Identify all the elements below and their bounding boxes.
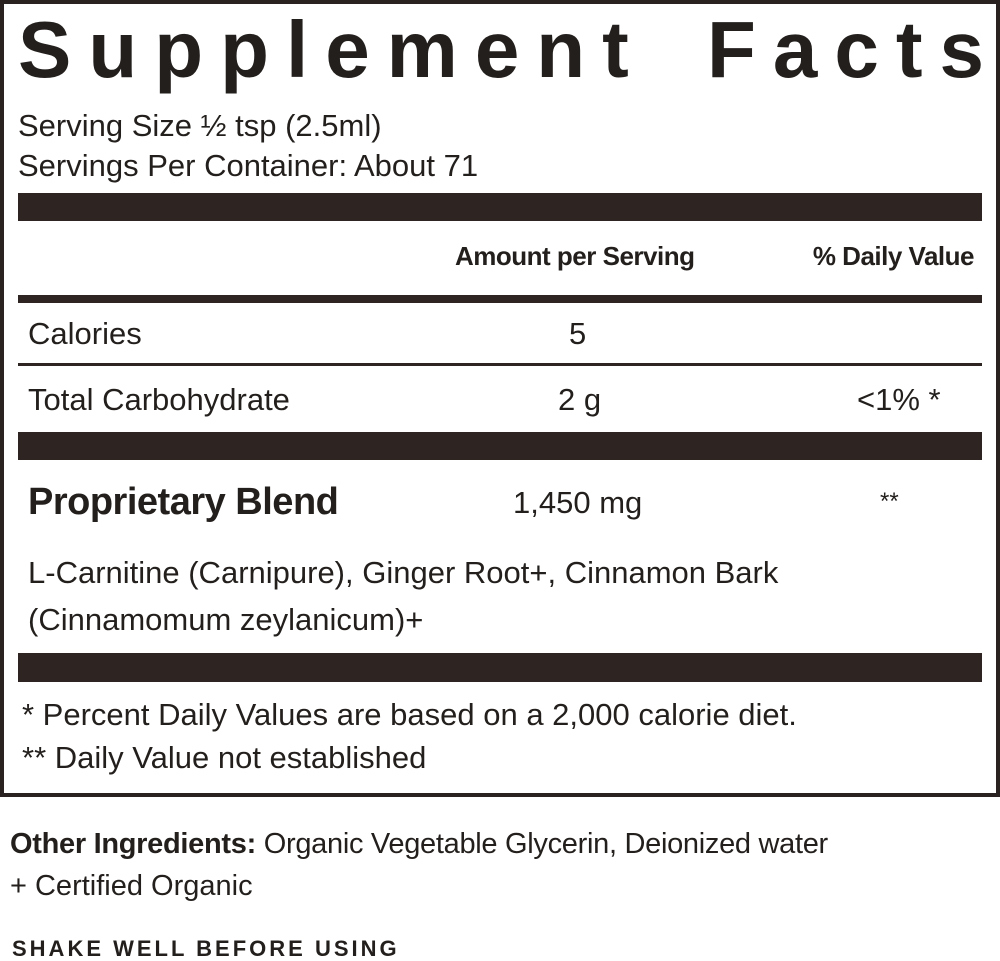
serving-size: Serving Size ½ tsp (2.5ml) (18, 108, 382, 143)
nutrient-amount: 2 g (558, 382, 602, 417)
organic-note: + Certified Organic (10, 870, 253, 902)
nutrient-amount: 5 (569, 316, 587, 351)
daily-value: <1% * (857, 382, 941, 417)
divider (18, 363, 982, 366)
divider (18, 193, 982, 221)
divider (18, 432, 982, 460)
other-ingredients-text: Organic Vegetable Glycerin, Deionized wa… (263, 828, 828, 860)
blend-name: Proprietary Blend (28, 481, 339, 523)
servings-per-container: Servings Per Container: About 71 (18, 148, 479, 183)
blend-amount: 1,450 mg (513, 485, 643, 520)
divider (18, 295, 982, 303)
column-header: Amount per Serving (455, 241, 695, 271)
blend-ingredients: (Cinnamomum zeylanicum)+ (28, 602, 424, 637)
facts-panel (0, 0, 1000, 797)
nutrient-name: Calories (28, 316, 142, 351)
blend-daily-value: ** (880, 488, 899, 515)
blend-ingredients: L-Carnitine (Carnipure), Ginger Root+, C… (28, 555, 779, 590)
title: Supplement Facts (18, 5, 1000, 94)
divider (18, 653, 982, 682)
nutrient-name: Total Carbohydrate (28, 382, 290, 417)
other-ingredients-label: Other Ingredients: (10, 828, 256, 860)
footnote: ** Daily Value not established (22, 740, 427, 775)
footnote: * Percent Daily Values are based on a 2,… (22, 697, 797, 732)
column-header: % Daily Value (812, 241, 975, 271)
other-ingredients: Other Ingredients: Organic Vegetable Gly… (10, 830, 828, 859)
instruction: SHAKE WELL BEFORE USING (12, 936, 400, 961)
